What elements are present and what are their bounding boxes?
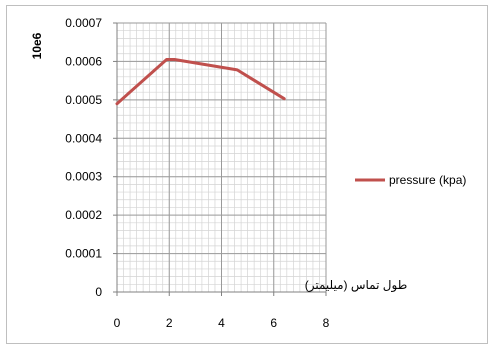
y-tick-label: 0.0004 — [65, 131, 102, 145]
y-tick-label: 0.0006 — [65, 54, 102, 68]
x-tick-labels: 0 2 4 6 8 — [114, 292, 330, 330]
y-tick-labels: 0 0.0001 0.0002 0.0003 0.0004 0.0005 0.0006 0.0… — [65, 16, 117, 299]
x-tick-label: 0 — [114, 316, 121, 330]
y-tick-label: 0.0003 — [65, 170, 102, 184]
y-tick-label: 0.0002 — [65, 208, 102, 222]
legend-label: pressure (kpa) — [389, 173, 466, 187]
x-tick-label: 2 — [166, 316, 173, 330]
y-axis-label: 10e6 — [30, 32, 44, 59]
y-tick-label: 0.0005 — [65, 93, 102, 107]
x-tick-label: 6 — [270, 316, 277, 330]
major-gridlines — [116, 22, 327, 293]
x-axis-label: طول تماس (میلیمتر) — [305, 278, 408, 293]
legend: pressure (kpa) — [355, 173, 466, 187]
y-tick-label: 0.0001 — [65, 247, 102, 261]
y-tick-label: 0 — [95, 285, 102, 299]
x-tick-label: 4 — [218, 316, 225, 330]
series-layer — [115, 58, 286, 106]
series-line-0 — [115, 58, 286, 106]
y-tick-label: 0.0007 — [65, 16, 102, 30]
x-tick-label: 8 — [323, 316, 330, 330]
